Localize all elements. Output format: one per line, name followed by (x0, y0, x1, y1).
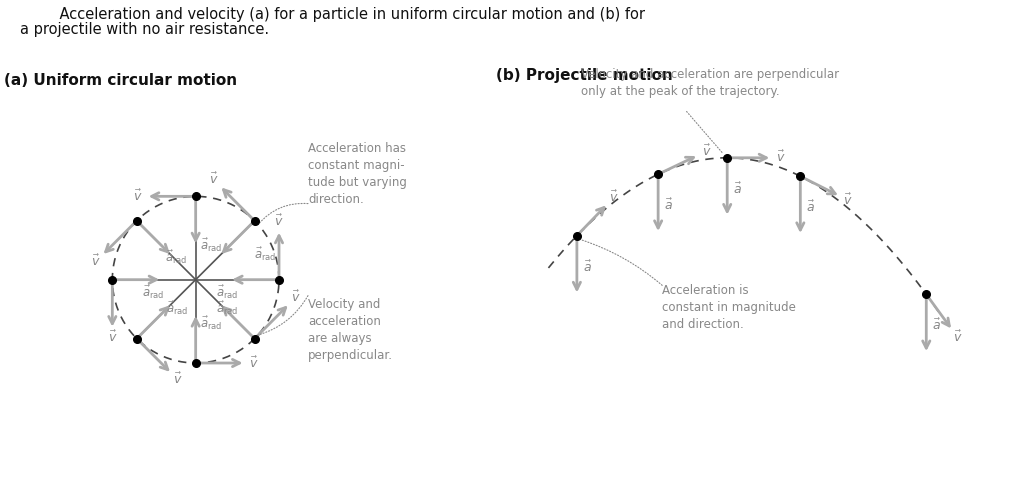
Text: $\vec{a}_{\rm rad}$: $\vec{a}_{\rm rad}$ (141, 284, 164, 301)
Text: $\vec{a}_{\rm rad}$: $\vec{a}_{\rm rad}$ (254, 246, 276, 263)
Text: $\vec{v}$: $\vec{v}$ (291, 290, 300, 305)
Text: $\vec{v}$: $\vec{v}$ (776, 150, 785, 165)
Text: Velocity and
acceleration
are always
perpendicular.: Velocity and acceleration are always per… (308, 298, 393, 362)
Text: $\vec{v}$: $\vec{v}$ (173, 372, 182, 387)
Text: $\vec{v}$: $\vec{v}$ (274, 214, 284, 229)
Text: $\vec{v}$: $\vec{v}$ (249, 355, 258, 371)
Text: Acceleration has
constant magni-
tude but varying
direction.: Acceleration has constant magni- tude bu… (308, 142, 407, 206)
Text: $\vec{a}$: $\vec{a}$ (932, 318, 941, 333)
Text: $\vec{a}_{\rm rad}$: $\vec{a}_{\rm rad}$ (216, 284, 238, 301)
Text: $\vec{v}$: $\vec{v}$ (953, 330, 963, 346)
Text: $\vec{v}$: $\vec{v}$ (91, 254, 100, 269)
Text: $\vec{a}_{\rm rad}$: $\vec{a}_{\rm rad}$ (200, 315, 222, 332)
Text: $\vec{v}$: $\vec{v}$ (209, 172, 218, 188)
Text: $\vec{v}$: $\vec{v}$ (108, 330, 117, 346)
Text: $\vec{a}_{\rm rad}$: $\vec{a}_{\rm rad}$ (216, 300, 239, 317)
Text: $\vec{v}$: $\vec{v}$ (701, 144, 712, 159)
Text: (a) Uniform circular motion: (a) Uniform circular motion (4, 73, 237, 88)
Text: $\vec{a}$: $\vec{a}$ (806, 200, 815, 215)
Text: $\vec{a}$: $\vec{a}$ (733, 182, 742, 197)
Text: $\vec{v}$: $\vec{v}$ (133, 189, 142, 204)
Text: $\vec{a}_{\rm rad}$: $\vec{a}_{\rm rad}$ (165, 249, 187, 266)
Text: $\vec{a}_{\rm rad}$: $\vec{a}_{\rm rad}$ (167, 300, 188, 317)
Text: $\vec{a}$: $\vec{a}$ (664, 198, 674, 213)
Text: Acceleration and velocity (a) for a particle in uniform circular motion and (b) : Acceleration and velocity (a) for a part… (41, 7, 645, 22)
Text: Acceleration is
constant in magnitude
and direction.: Acceleration is constant in magnitude an… (663, 284, 796, 331)
Text: $\vec{v}$: $\vec{v}$ (609, 190, 618, 205)
Text: $\vec{v}$: $\vec{v}$ (844, 193, 853, 208)
Text: $\vec{a}_{\rm rad}$: $\vec{a}_{\rm rad}$ (200, 237, 222, 254)
Text: $\vec{a}$: $\vec{a}$ (583, 259, 592, 275)
Text: Velocity and acceleration are perpendicular
only at the peak of the trajectory.: Velocity and acceleration are perpendicu… (581, 68, 839, 99)
Text: (b) Projectile motion: (b) Projectile motion (496, 68, 673, 84)
Text: a projectile with no air resistance.: a projectile with no air resistance. (20, 22, 269, 37)
